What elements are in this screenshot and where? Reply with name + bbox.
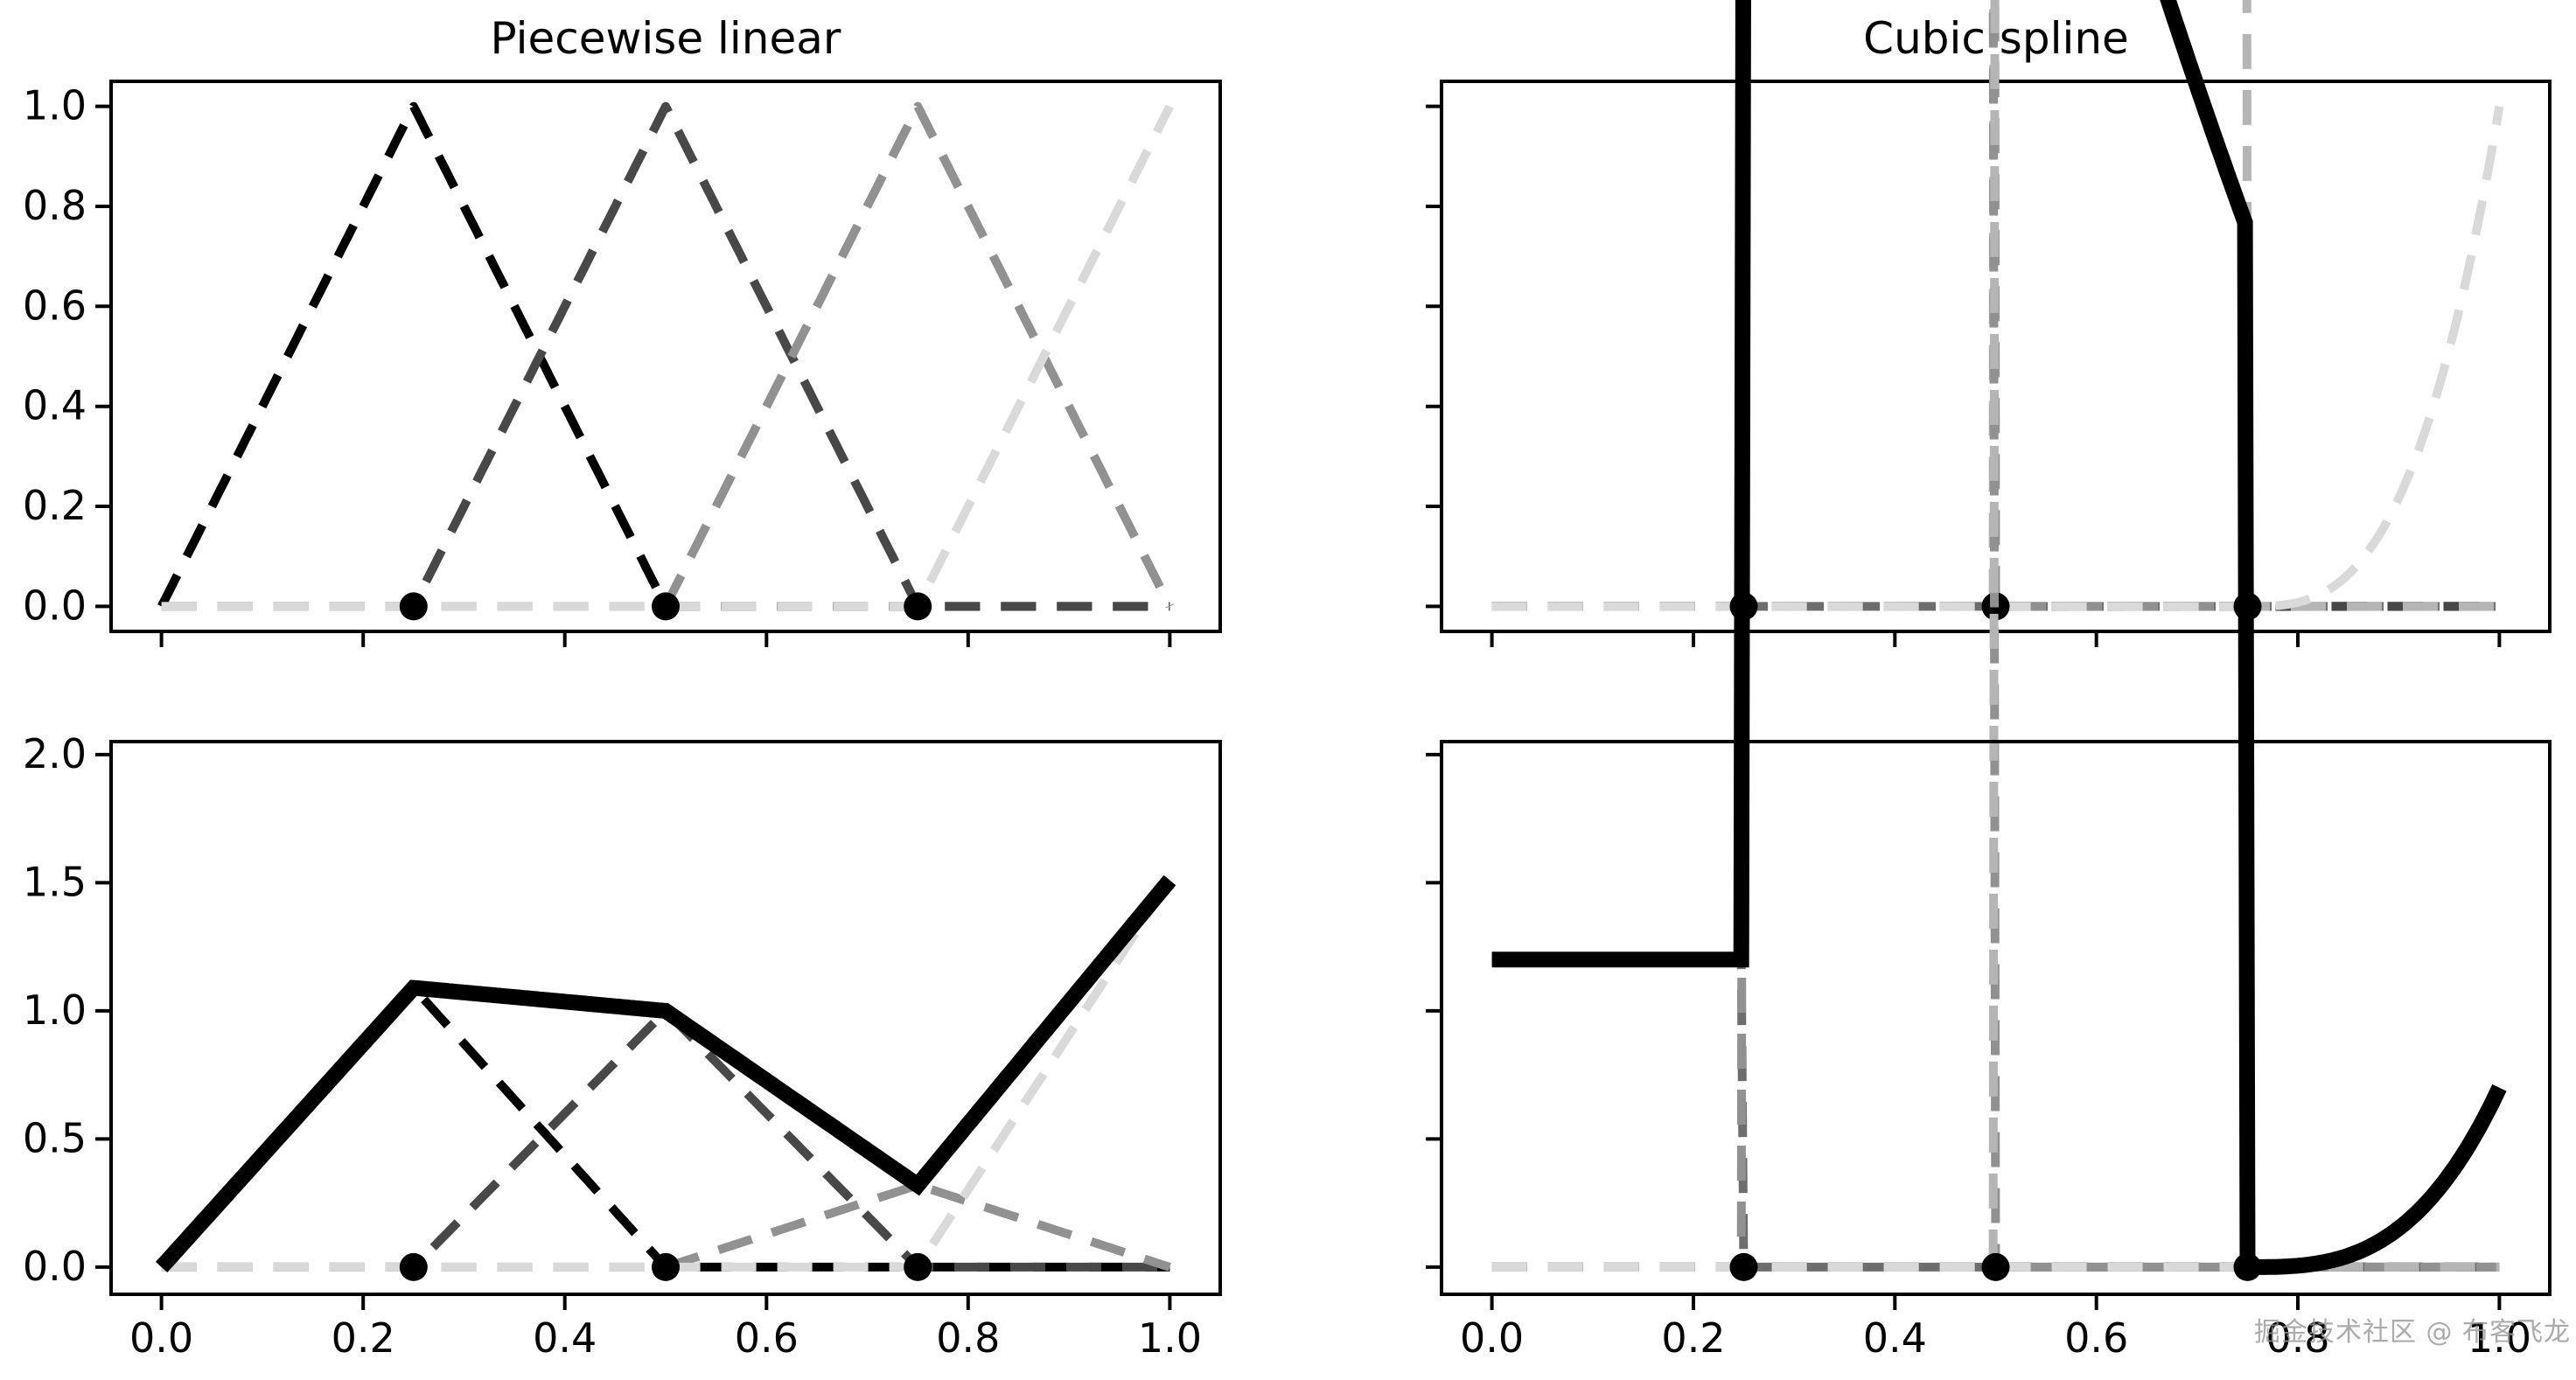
basis-curve-1	[159, 1006, 1172, 1272]
y-tick-label: 1.5	[23, 858, 87, 905]
axes-frame	[109, 740, 1222, 1296]
x-tick-label: 0.8	[2265, 1314, 2329, 1362]
y-tick-label: 1.0	[23, 986, 87, 1034]
y-tick-label: 1.0	[23, 82, 87, 129]
sum-curve	[155, 875, 1176, 1272]
knot-dot	[904, 1252, 932, 1281]
basis-curve-2	[159, 101, 1174, 611]
y-tick-label: 0.0	[23, 1243, 87, 1290]
y-tick-label: 0.6	[23, 282, 87, 329]
y-tick-label: 0.0	[23, 582, 87, 629]
x-tick-label: 0.2	[332, 1314, 395, 1362]
axes-frame	[109, 80, 1222, 633]
panel-top-left: 0.0 0.2 0.4 0.6 0.8 1.0	[23, 80, 1222, 647]
x-tick-label: 1.0	[1138, 1314, 1202, 1362]
knot-dot	[652, 592, 680, 621]
x-tick-label: 1.0	[2468, 1314, 2531, 1362]
knot-dot	[652, 1252, 680, 1281]
knot-dot	[399, 592, 428, 621]
sum-curve	[1491, 0, 2507, 1275]
axes-frame	[1440, 740, 2552, 1296]
x-tick-label: 0.4	[1863, 1314, 1927, 1362]
basis-curve-5	[1490, 0, 2502, 1272]
x-tick-label: 0.6	[2064, 1314, 2128, 1362]
basis-curve-0	[157, 983, 1172, 1272]
panel-title-cubic-spline: Cubic spline	[1863, 13, 2129, 64]
panel-title-piecewise-linear: Piecewise linear	[490, 13, 841, 64]
y-tick-label: 0.8	[23, 182, 87, 229]
x-tick-label: 0.4	[533, 1314, 597, 1362]
x-tick-label: 0.6	[735, 1314, 799, 1362]
y-tick-label: 0.2	[23, 482, 87, 529]
basis-curve-1	[159, 101, 1172, 611]
x-tick-label: 0.8	[936, 1314, 1000, 1362]
y-tick-label: 2.0	[23, 730, 87, 777]
y-tick-label: 0.4	[23, 382, 87, 429]
x-tick-label: 0.0	[129, 1314, 193, 1362]
y-tick-label: 0.5	[23, 1114, 87, 1161]
watermark: 掘金技术社区 @ 布客飞龙	[2253, 1317, 2572, 1348]
x-tick-label: 0.2	[1661, 1314, 1725, 1362]
knot-dot	[904, 592, 932, 621]
basis-curve-0	[157, 101, 1172, 611]
knot-dot	[1729, 1252, 1758, 1281]
x-tick-label: 0.0	[1460, 1314, 1524, 1362]
panel-top-right	[1426, 0, 2552, 647]
knot-dot	[1981, 1252, 2010, 1281]
panel-bottom-right: 0.0 0.2 0.4 0.6 0.8 1.0	[1426, 0, 2552, 1362]
knot-dot	[2233, 1252, 2262, 1281]
knot-dot	[399, 1252, 428, 1281]
basis-curve-6	[1490, 105, 2504, 611]
basis-curve-3	[159, 104, 1174, 611]
panel-bottom-left: 0.0 0.2 0.4 0.6 0.8 1.0 0.0 0.5 1.0 1.5 2.0	[23, 730, 1222, 1362]
